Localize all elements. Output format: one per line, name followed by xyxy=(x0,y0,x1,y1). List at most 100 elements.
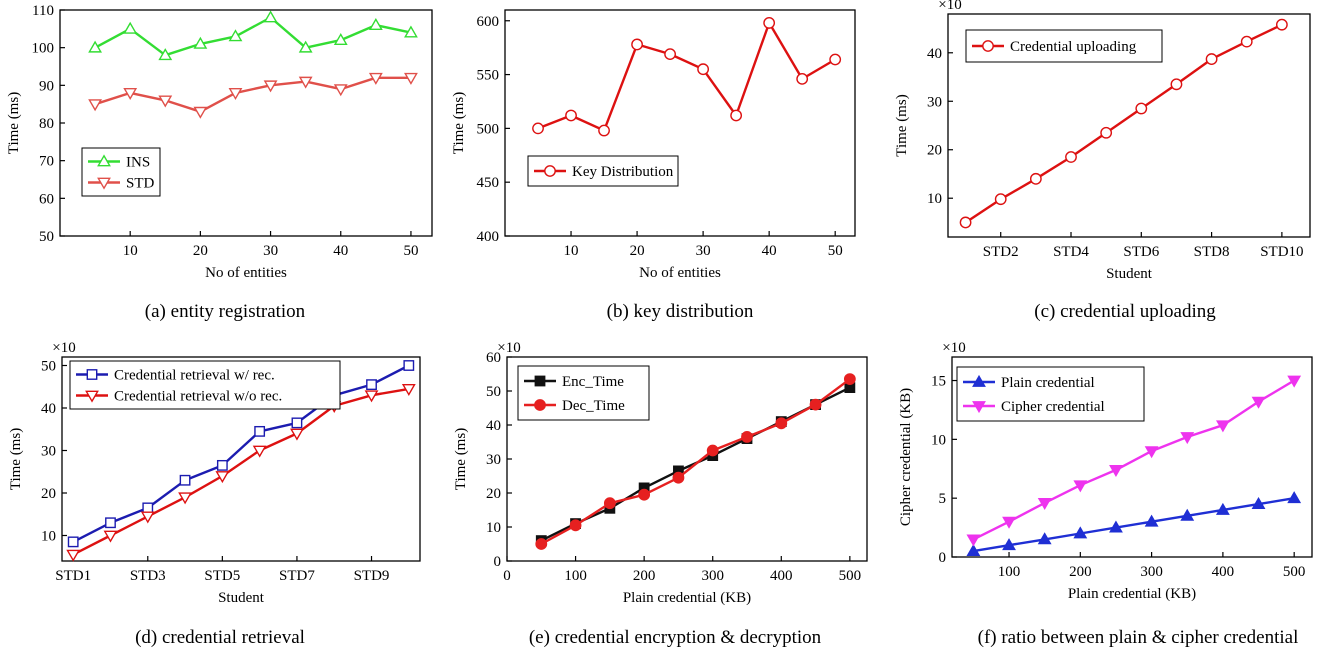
chart-f-xtick-label: 500 xyxy=(1283,564,1306,580)
chart-e-series-1-point xyxy=(775,417,788,430)
chart-a-ytick-label: 100 xyxy=(32,41,55,57)
chart-e-series-1-point xyxy=(809,398,822,411)
chart-f-ytick-label: 5 xyxy=(939,491,947,507)
chart-a-series-1-point xyxy=(228,87,243,100)
chart-b-series-0-line xyxy=(537,21,836,132)
chart-e-series-1-point xyxy=(603,497,616,510)
chart-d-legend-label: Credential retrieval w/ rec. xyxy=(114,368,275,384)
chart-b-series-0-point xyxy=(763,17,776,29)
chart-f-frame xyxy=(951,356,1313,558)
chart-d-series-1-point xyxy=(140,511,155,524)
chart-a-series-1-line xyxy=(94,76,411,113)
chart-d-ylabel: Time (ms) xyxy=(8,428,24,490)
chart-f-multiplier: ×10 xyxy=(942,340,965,356)
chart-e-series-1-point xyxy=(535,538,548,550)
chart-e-xtick-label: 400 xyxy=(770,568,793,584)
chart-c-xlabel: Student xyxy=(1106,266,1153,282)
chart-c-series-0-point xyxy=(1205,53,1218,65)
chart-d-series-1-point xyxy=(66,549,81,562)
chart-c-xtick-label: STD6 xyxy=(1123,244,1159,260)
chart-f-series-1-point xyxy=(966,534,981,547)
chart-d-series-0-point xyxy=(67,536,79,548)
chart-c-series-0-line xyxy=(964,23,1283,224)
chart-d-series-1-line xyxy=(72,387,410,556)
chart-f-xtick-label: 200 xyxy=(1069,564,1092,580)
chart-e-series-1-line xyxy=(540,378,851,546)
chart-f-series-1-point xyxy=(1037,497,1052,510)
chart-e-ytick-label: 60 xyxy=(486,350,501,366)
chart-e-xtick-label: 100 xyxy=(564,568,587,584)
chart-e: 0 10 20 30 40 50 60 0 100 200 300 400 500 Plain crede… xyxy=(445,335,885,620)
chart-d-legend-label: Credential retrieval w/o rec. xyxy=(114,389,282,405)
chart-f-xlabel: Plain credential (KB) xyxy=(1068,586,1196,602)
chart-d-series-1-point xyxy=(103,530,118,543)
chart-a-ytick-label: 80 xyxy=(39,116,54,132)
chart-f-plot: 0 5 10 15 100 200 300 400 500 Plain credential (K… xyxy=(898,340,1313,602)
chart-e-ytick-label: 40 xyxy=(486,418,501,434)
chart-c-series-0-point xyxy=(1170,78,1183,91)
chart-d-series-0-point xyxy=(179,474,191,486)
caption-f: (f) ratio between plain & cipher credent… xyxy=(977,627,1299,648)
chart-e-xtick-label: 200 xyxy=(633,568,656,584)
chart-b-frame xyxy=(504,9,856,237)
chart-c-frame xyxy=(947,13,1311,238)
chart-d-xtick-label: STD7 xyxy=(279,568,315,584)
chart-f-series-0-point xyxy=(1073,526,1088,539)
chart-e-legend xyxy=(517,365,650,421)
chart-c-series-0-point xyxy=(1029,172,1042,185)
chart-e-legend-label: Enc_Time xyxy=(562,374,624,390)
chart-f: 0 5 10 15 100 200 300 400 500 Plain credential (K… xyxy=(890,335,1326,620)
chart-d-ytick-label: 30 xyxy=(41,444,56,460)
chart-a-xlabel: No of entities xyxy=(205,265,287,281)
chart-e-xlabel: Plain credential (KB) xyxy=(623,590,751,606)
chart-e-xtick-label: 0 xyxy=(503,568,511,584)
chart-e-ytick-label: 30 xyxy=(486,452,501,468)
chart-b-series-0-point xyxy=(796,72,809,85)
chart-a-plot: 50 60 70 80 90 100 110 10 20 30 40 50 No of entities… xyxy=(6,3,433,281)
chart-a-legend-marker xyxy=(97,154,111,167)
chart-a-series-0-point xyxy=(193,36,208,49)
caption-c: (c) credential uploading xyxy=(1034,301,1216,322)
chart-c-legend-marker xyxy=(982,40,994,52)
chart-a-series-1-point xyxy=(298,76,313,89)
chart-d-legend-marker xyxy=(86,369,98,380)
chart-a-ylabel: Time (ms) xyxy=(6,92,22,154)
chart-a-ytick-label: 50 xyxy=(39,229,54,245)
chart-d-plot: 10 20 30 40 50 STD1 STD3 STD5 STD7 STD9 Student Tim… xyxy=(8,340,421,606)
chart-f-xtick-label: 100 xyxy=(998,564,1021,580)
chart-c-xtick-label: STD10 xyxy=(1260,244,1303,260)
caption-a: (a) entity registration xyxy=(144,301,306,322)
chart-f-series-0-point xyxy=(1287,491,1302,504)
chart-e-xtick-label: 500 xyxy=(839,568,862,584)
chart-f-series-0-line xyxy=(973,497,1295,553)
chart-c-series-0-point xyxy=(959,216,972,229)
chart-b-series-0-point xyxy=(664,48,676,61)
chart-d-xtick-label: STD5 xyxy=(204,568,240,584)
chart-d-xtick-label: STD3 xyxy=(130,568,166,584)
chart-d-xlabel: Student xyxy=(218,590,265,606)
chart-c-series-0-point xyxy=(994,193,1007,206)
chart-e-multiplier: ×10 xyxy=(497,340,520,356)
chart-d-xtick-label: STD9 xyxy=(354,568,390,584)
chart-d-multiplier: ×10 xyxy=(52,340,75,356)
chart-c: 10 20 30 40 STD2 STD4 STD6 STD8 STD10 Student Time… xyxy=(890,0,1326,300)
chart-f-series-0-point xyxy=(1144,514,1159,527)
chart-d-series-0-point xyxy=(366,379,377,391)
chart-d-series-1-point xyxy=(401,383,416,396)
chart-e-series-1-point xyxy=(706,444,719,457)
chart-a-series-0-point xyxy=(263,10,278,23)
chart-d-frame xyxy=(61,356,421,562)
chart-a-legend-label: INS xyxy=(126,155,150,171)
chart-a-xtick-label: 30 xyxy=(263,243,278,259)
chart-c-plot: 10 20 30 40 STD2 STD4 STD6 STD8 STD10 Student Time… xyxy=(894,0,1311,282)
chart-f-series-1-point xyxy=(1287,375,1302,388)
chart-c-ylabel: Time (ms) xyxy=(894,94,910,156)
chart-a-xtick-label: 20 xyxy=(193,243,208,259)
chart-c-series-0-point xyxy=(1135,102,1148,115)
chart-f-series-1-point xyxy=(1215,420,1230,433)
chart-e-legend-label: Dec_Time xyxy=(562,398,625,414)
chart-a-ytick-label: 70 xyxy=(39,154,54,170)
chart-a-series-0-point xyxy=(298,40,313,53)
chart-f-legend-label: Cipher credential xyxy=(1001,399,1105,415)
chart-e-ytick-label: 10 xyxy=(486,520,501,536)
